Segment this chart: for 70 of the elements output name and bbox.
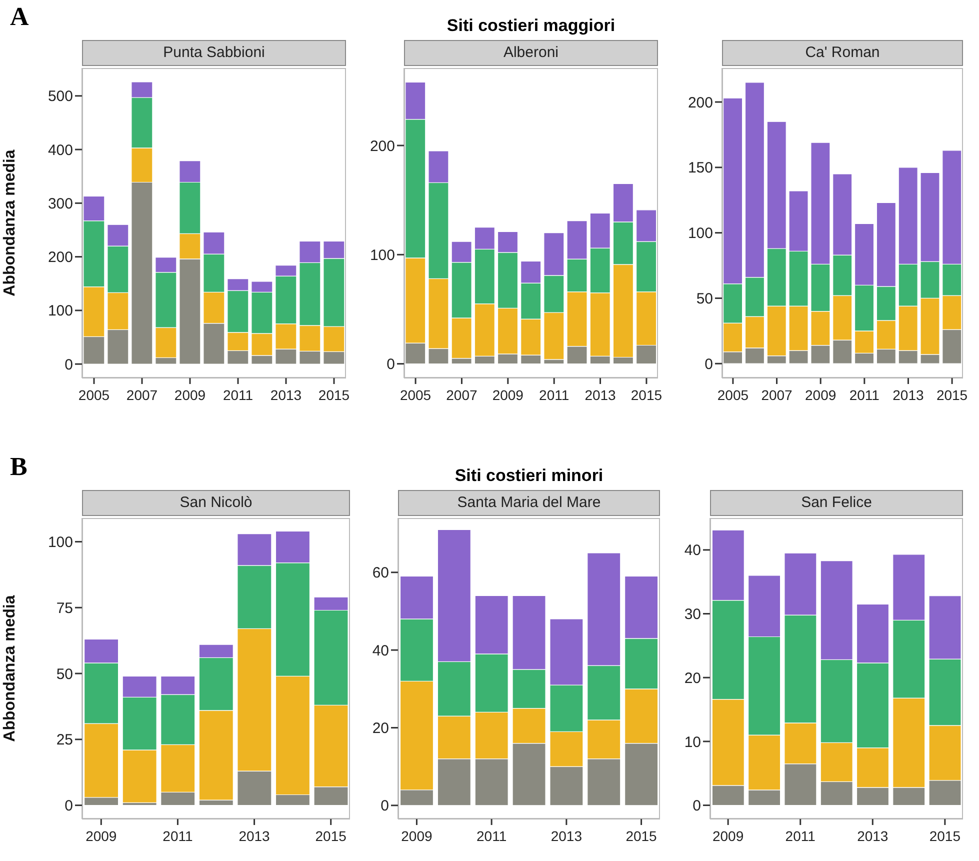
x-tick-label: 2013: [270, 387, 302, 403]
y-tick-label: 20: [684, 670, 701, 687]
y-tick-label: 50: [56, 666, 73, 683]
x-tick-label: 2009: [492, 387, 524, 403]
y-tick-label: 30: [684, 606, 701, 624]
x-tick-label: 2009: [805, 387, 836, 403]
y-tick-label: 0: [64, 798, 73, 815]
x-tick-label: 2013: [238, 828, 270, 844]
x-tick-label: 2013: [550, 828, 582, 844]
x-tick-label: 2015: [315, 828, 347, 844]
text: A: [10, 2, 29, 32]
y-tick-label: 100: [688, 225, 713, 242]
x-tick-label: 2009: [86, 828, 117, 844]
x-tick-label: 2015: [630, 387, 662, 403]
x-tick-label: 2011: [539, 387, 570, 403]
x-tick-label: 2015: [936, 387, 968, 403]
y-tick-label: 400: [48, 142, 73, 159]
chart-subtitle: San Felice: [710, 490, 963, 516]
y-tick-label: 40: [372, 642, 389, 660]
text: B: [10, 452, 28, 482]
y-tick-label: 25: [56, 732, 73, 749]
y-tick-label: 20: [372, 720, 389, 738]
y-tick-label: 75: [56, 600, 73, 617]
y-tick-label: 500: [48, 88, 73, 106]
chart-subtitle: Punta Sabbioni: [82, 40, 346, 66]
x-tick-label: 2005: [78, 387, 110, 403]
x-tick-label: 2011: [849, 387, 880, 403]
y-tick-label: 10: [684, 734, 701, 751]
x-tick-label: 2005: [717, 387, 749, 403]
chart-title: Siti costieri maggiori: [446, 16, 616, 36]
y-tick-label: 0: [64, 356, 73, 374]
y-tick-label: 60: [372, 564, 389, 582]
x-tick-label: 2013: [584, 387, 616, 403]
x-tick-label: 2015: [626, 828, 658, 844]
chart-subtitle: Ca' Roman: [722, 40, 963, 66]
y-tick-label: 200: [688, 94, 713, 112]
x-tick-label: 2007: [126, 387, 158, 403]
x-tick-label: 2011: [476, 828, 507, 844]
x-tick-label: 2011: [785, 828, 816, 844]
y-axis-title: Abbondanza media: [2, 150, 19, 296]
x-tick-label: 2015: [318, 387, 350, 403]
chart-subtitle: Santa Maria del Mare: [398, 490, 660, 516]
y-tick-label: 0: [704, 356, 713, 373]
y-tick-label: 0: [386, 356, 395, 374]
y-tick-label: 200: [48, 249, 73, 266]
x-tick-label: 2015: [929, 828, 961, 844]
y-tick-label: 0: [380, 798, 389, 815]
x-tick-label: 2009: [401, 828, 432, 844]
x-tick-label: 2007: [446, 387, 478, 403]
y-tick-label: 0: [692, 798, 701, 815]
y-tick-label: 50: [696, 290, 713, 308]
y-tick-label: 150: [688, 160, 713, 177]
y-tick-label: 100: [48, 302, 73, 320]
y-tick-label: 100: [48, 534, 73, 552]
x-tick-label: 2013: [857, 828, 888, 844]
x-tick-label: 2009: [712, 828, 744, 844]
x-tick-label: 2007: [761, 387, 793, 403]
x-tick-label: 2009: [174, 387, 206, 403]
chart-title: Siti costieri minori: [454, 466, 604, 486]
y-tick-label: 100: [370, 246, 395, 264]
x-tick-label: 2011: [162, 828, 193, 844]
chart-subtitle: San Nicolò: [82, 490, 350, 516]
y-tick-label: 40: [684, 542, 701, 560]
y-tick-label: 200: [370, 138, 395, 155]
x-tick-label: 2013: [892, 387, 924, 403]
x-tick-label: 2005: [400, 387, 432, 403]
y-tick-label: 300: [48, 195, 73, 212]
chart-subtitle: Alberoni: [404, 40, 658, 66]
y-axis-title: Abbondanza media: [2, 595, 19, 742]
x-tick-label: 2011: [222, 387, 254, 403]
